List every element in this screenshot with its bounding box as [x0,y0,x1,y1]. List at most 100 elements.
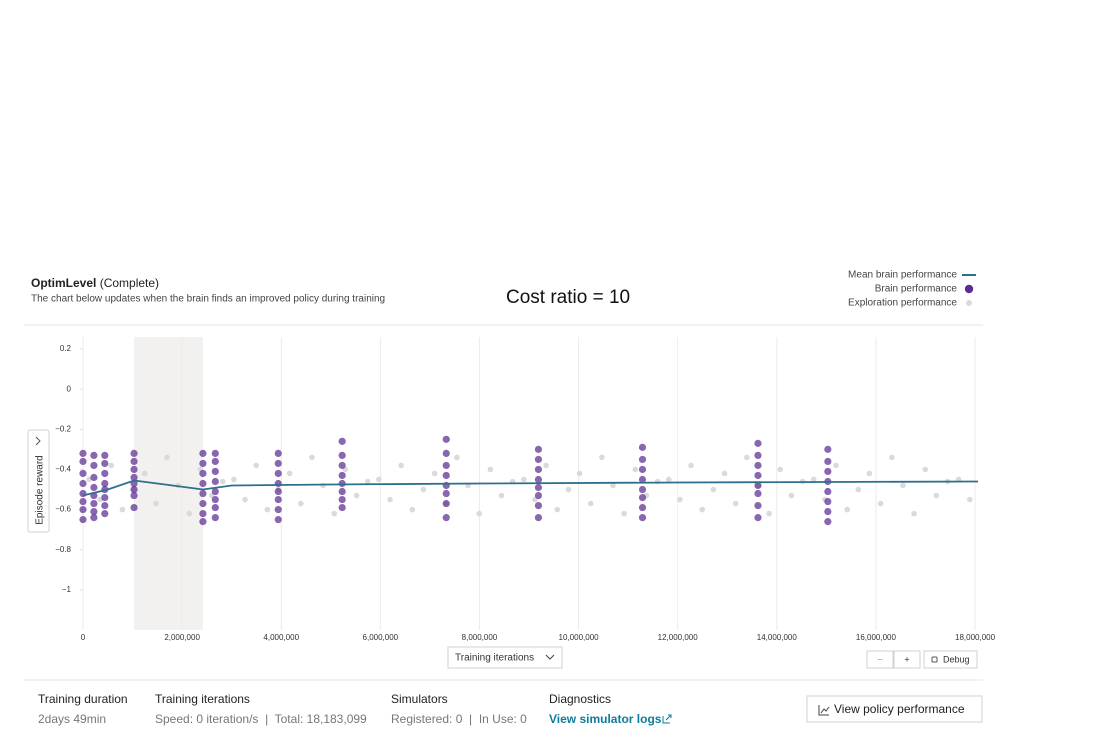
title-text: OptimLevel [31,276,96,290]
brain-point [274,505,282,514]
brain-point [130,449,138,457]
brain-point [90,499,98,508]
chevron [35,436,41,446]
brain-point [338,503,346,512]
brain-point [199,459,207,468]
stat-link[interactable]: View simulator logs [549,712,662,726]
x-tick-label: 8,000,000 [462,633,498,642]
brain-point [130,457,138,466]
x-tick-label: 14,000,000 [757,633,798,642]
brain-point [211,449,219,457]
debug[interactable]: Debug [923,650,978,669]
zoom-out-box[interactable] [866,650,894,669]
mean-line [82,479,979,497]
stat-label: Simulators [391,692,448,706]
exploration-point [632,466,639,473]
exploration-point [454,454,460,461]
brain-point [754,481,762,490]
exploration-point [376,476,382,483]
exploration-point [286,470,293,477]
brain-point [274,449,282,457]
debug-text: Debug [943,654,970,664]
brain-point [534,475,543,484]
exploration-point [888,454,895,461]
y-tick-label: −0.6 [55,505,71,514]
brain-point [534,501,543,510]
exploration-point [420,486,427,493]
brain-point [338,495,346,504]
zoom-out[interactable]: − [866,650,894,669]
exploration-point [833,462,839,469]
exploration-point [844,506,850,513]
y-label-toggle[interactable]: Episode reward [27,429,50,533]
brain-point [101,493,109,502]
x-tick-label: 10,000,000 [559,633,600,642]
brain-point [754,489,762,498]
brain-point [90,451,98,460]
exploration-point [610,482,616,489]
legend-swatch [964,284,974,294]
exploration-point [900,482,906,489]
exploration-point [777,466,784,473]
zoom-in-box[interactable] [893,650,921,669]
exploration-point [153,500,159,507]
brain-point [90,483,98,492]
exploration-point [665,476,672,483]
brain-point [338,471,346,480]
brain-point [199,479,207,488]
y-tick-label: −1 [62,585,72,594]
brain-point [638,514,647,522]
exploration-point [911,510,917,517]
brain-point [754,451,762,460]
brain-point [338,487,346,496]
exploration-point [744,454,750,461]
exploration-point [732,500,739,507]
zoom-in[interactable]: + [893,650,921,669]
exploration-point [565,486,572,493]
brain-point [199,489,207,498]
brain-point [338,461,346,470]
brain-point [79,489,87,498]
brain-point [824,497,832,506]
brain-point [442,435,450,443]
brain-point [79,469,87,478]
brain-point [754,461,762,470]
brain-point [638,475,647,484]
brain-point [211,457,219,466]
annotation: Cost ratio = 10 [506,287,630,308]
exploration-point [387,496,393,503]
debug-box[interactable] [923,650,978,669]
exploration-point [431,470,438,477]
brain-point [534,483,543,492]
policy-button[interactable]: View policy performance [806,695,983,723]
brain-point [638,485,647,494]
y-tick-label: −0.2 [55,424,71,433]
exploration-point [119,506,126,513]
brain-point [274,516,282,524]
exploration-point [587,500,594,507]
y-tick-label: 0.2 [60,344,72,353]
y-label-box[interactable] [27,429,50,533]
policy-button-box[interactable] [806,695,983,723]
exploration-point [476,510,483,517]
exploration-point [599,454,605,461]
brain-point [101,510,109,518]
brain-point [442,514,450,522]
dropdown-box[interactable] [447,646,563,669]
plot: 0 2,000,000 4,000,000 6,000,000 8,000,000 10,… [55,337,996,642]
exploration-point [108,462,115,469]
x-label-dropdown[interactable]: Training iterations [447,646,563,669]
brain-point [638,493,647,502]
brain-point [824,457,832,466]
brain-point [274,469,282,478]
brain-point [90,507,98,516]
exploration-point [409,506,416,513]
brain-point [534,465,543,474]
brain-point [638,455,647,464]
x-tick-label: 12,000,000 [658,633,699,642]
exploration-point [186,510,193,517]
brain-point [199,449,207,457]
exploration-point [967,496,973,503]
